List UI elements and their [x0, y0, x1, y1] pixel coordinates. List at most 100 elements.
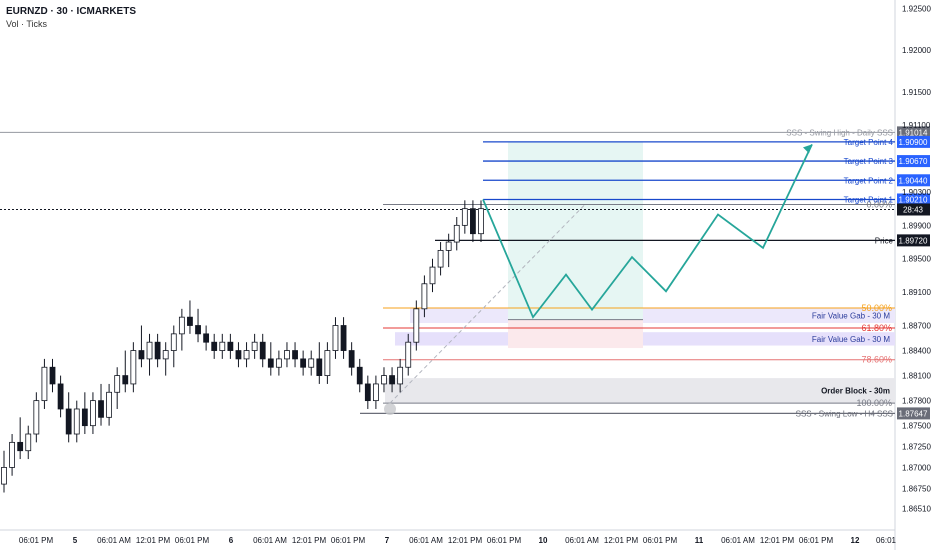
candle-body [421, 283, 428, 310]
time-tick-label: 11 [695, 536, 704, 545]
time-tick-label: 06:01 PM [487, 536, 522, 545]
candle-body [300, 358, 307, 368]
candle-body [478, 208, 484, 235]
candle-body [57, 383, 64, 410]
price-tag-box [897, 135, 930, 148]
fib-level-label: 61.80% [861, 323, 892, 333]
zone-box [385, 378, 895, 404]
candle-body [203, 333, 210, 343]
time-tick-label: 06:01 PM [175, 536, 210, 545]
price-tick-label: 1.89100 [902, 288, 931, 297]
price-tick-label: 1.89900 [902, 221, 931, 230]
price-tick-label: 1.87500 [902, 422, 931, 431]
key-level-label: Target Point 1 [844, 195, 894, 204]
candle-body [235, 350, 242, 360]
price-tag-box [897, 234, 930, 247]
time-tick-label: 06:01 PM [331, 536, 366, 545]
price-tag-label: 1.90900 [899, 138, 928, 147]
candle-body [324, 350, 331, 376]
candle-body [429, 266, 436, 285]
time-tick-label: 10 [539, 536, 548, 545]
candle-body [461, 208, 468, 226]
candle-body [130, 350, 137, 385]
trend-line [389, 204, 586, 404]
candle-body [41, 366, 48, 402]
price-tick-label: 1.91500 [902, 88, 931, 97]
price-tag-box [897, 155, 930, 168]
candle-body [397, 366, 404, 385]
price-tick-label: 1.92500 [902, 4, 931, 13]
price-tag-box [897, 126, 930, 139]
time-tick-label: 06:01 AM [97, 536, 131, 545]
candle-body [348, 350, 355, 368]
time-tick-label: 5 [73, 536, 78, 545]
fib-level-label: 50.00% [861, 303, 892, 313]
zone-label: Order Block - 30m [821, 387, 890, 396]
candle-body [340, 325, 347, 351]
candle-body [251, 341, 258, 351]
candle-body [211, 341, 218, 351]
candle-body [267, 358, 274, 368]
price-tick-label: 1.88700 [902, 322, 931, 331]
price-tick-label: 1.87800 [902, 397, 931, 406]
time-tick-label: 06:01 [876, 536, 897, 545]
time-tick-label: 06:01 AM [721, 536, 755, 545]
candle-body [98, 400, 104, 418]
symbol-title: EURNZD · 30 · ICMARKETS [6, 6, 137, 17]
time-tick-label: 06:01 AM [253, 536, 287, 545]
candle-body [389, 375, 395, 385]
zone-label: Fair Value Gab - 30 M [812, 311, 890, 320]
candle-body [243, 350, 250, 360]
candle-body [17, 441, 24, 452]
projection-arrowhead [803, 144, 812, 154]
candle-body [413, 308, 420, 343]
candle-body [195, 325, 201, 335]
candle-body [308, 358, 315, 368]
price-tick-label: 1.87250 [902, 443, 931, 452]
price-tag-label: 1.87647 [899, 409, 928, 418]
candle-body [138, 350, 145, 360]
time-tick-label: 06:01 PM [799, 536, 834, 545]
candle-body [9, 441, 15, 468]
price-tag-box [897, 407, 930, 420]
candle-body [453, 224, 460, 243]
candle-body [146, 341, 153, 360]
time-tick-label: 06:01 AM [409, 536, 443, 545]
key-level-label: Target Point 2 [844, 176, 894, 185]
candle-body [219, 341, 226, 351]
price-tick-label: 1.87000 [902, 463, 931, 472]
price-tick-label: 1.89500 [902, 255, 931, 264]
countdown-box [897, 203, 930, 216]
candle-body [292, 350, 298, 360]
time-tick-label: 12:01 PM [448, 536, 483, 545]
price-tick-label: 1.92000 [902, 46, 931, 55]
target-zone-box [508, 141, 643, 320]
time-tick-label: 7 [385, 536, 390, 545]
candle-body [445, 241, 452, 251]
price-tick-label: 1.90300 [902, 188, 931, 197]
candle-body [284, 350, 290, 360]
key-level-label: Price [875, 236, 894, 245]
time-tick-label: 06:01 PM [19, 536, 54, 545]
price-tag-box [897, 193, 930, 206]
candle-body [364, 383, 371, 402]
price-tag-label: 1.89720 [899, 236, 928, 245]
candle-body [162, 350, 169, 360]
price-tag-label: 1.90670 [899, 157, 928, 166]
candle-body [90, 400, 96, 427]
indicator-label: Vol · Ticks [6, 19, 48, 29]
price-tag-label: 1.90440 [899, 176, 928, 185]
time-tick-label: 06:01 AM [565, 536, 599, 545]
candle-body [73, 408, 80, 435]
candle-body [227, 341, 234, 351]
candle-body [259, 341, 266, 360]
key-level-label: SSS - Swing High - Daily SSS [786, 128, 893, 137]
fib-level-label: 100.00% [856, 398, 892, 408]
candle-body [470, 208, 476, 235]
projection-path [482, 144, 813, 319]
candle-body [1, 467, 7, 485]
candle-body [25, 433, 32, 452]
candle-body [106, 391, 113, 418]
key-level-label: Target Point 4 [844, 138, 894, 147]
